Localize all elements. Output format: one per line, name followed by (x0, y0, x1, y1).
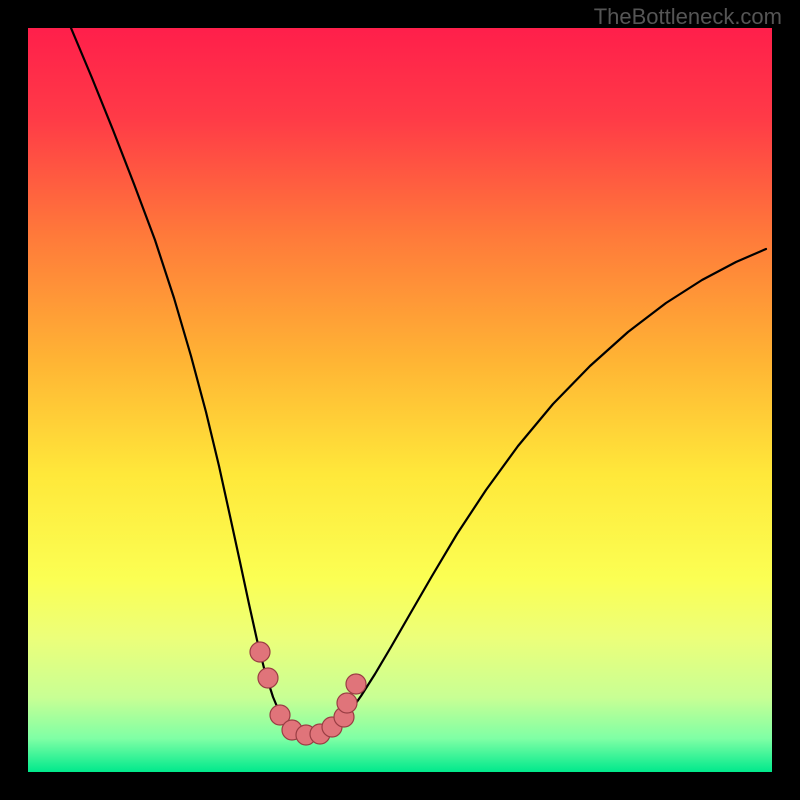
marker-dot (258, 668, 278, 688)
chart-svg (0, 0, 800, 800)
marker-dot (346, 674, 366, 694)
marker-dot (337, 693, 357, 713)
gradient-background (28, 28, 772, 772)
chart-canvas: TheBottleneck.com (0, 0, 800, 800)
marker-dot (250, 642, 270, 662)
